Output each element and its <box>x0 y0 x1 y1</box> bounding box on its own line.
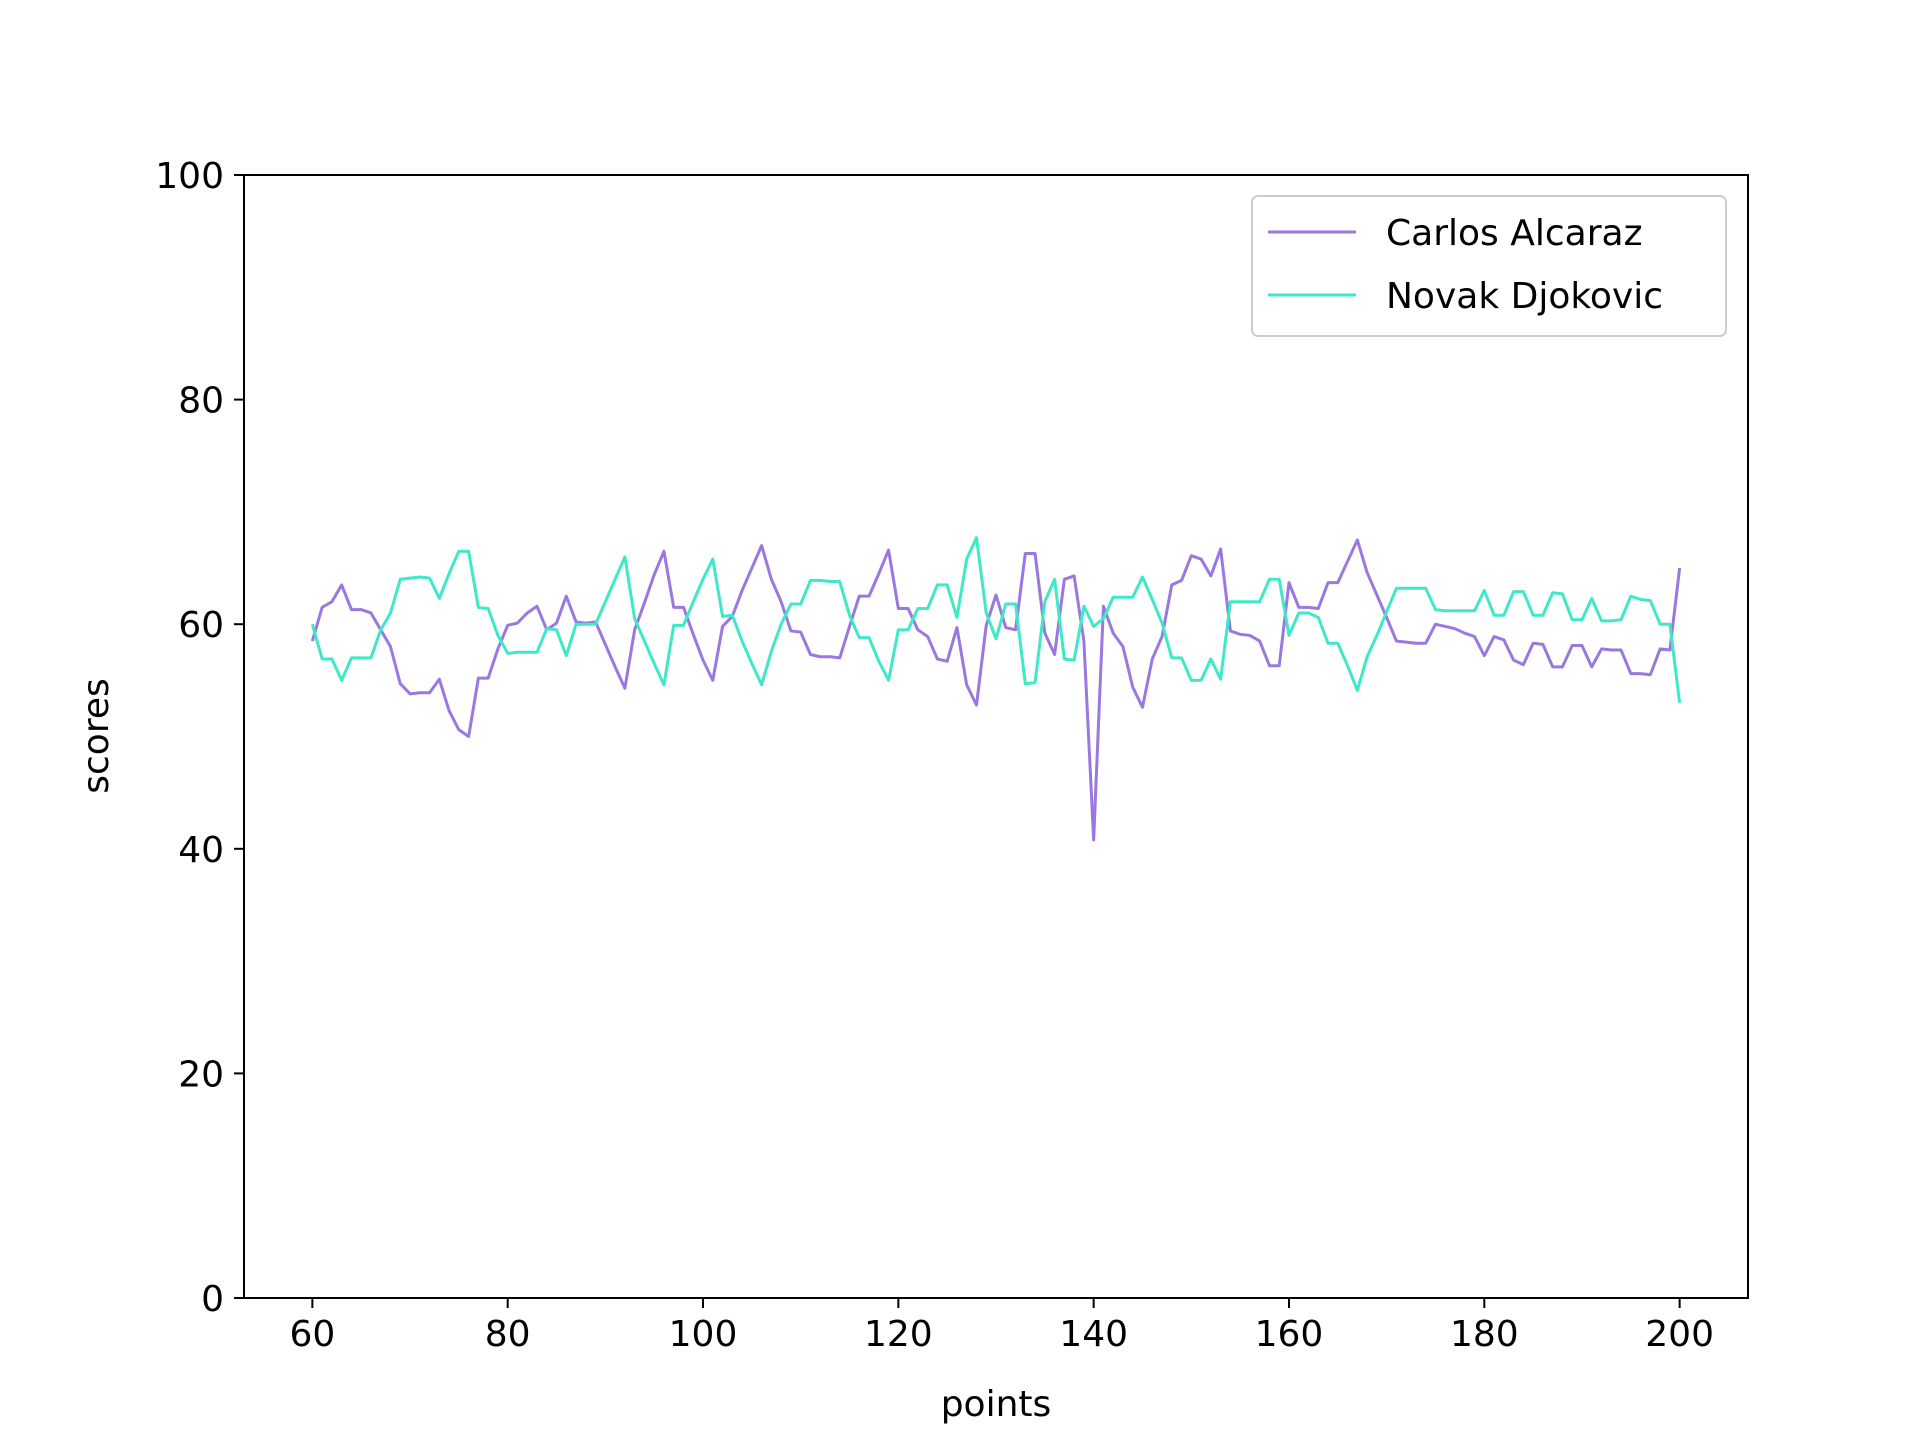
legend: Carlos Alcaraz Novak Djokovic <box>1251 195 1727 337</box>
y-tick-label: 60 <box>178 605 224 646</box>
x-tick-label: 120 <box>864 1314 933 1355</box>
x-tick-label: 180 <box>1450 1314 1519 1355</box>
x-tick-label: 60 <box>289 1314 335 1355</box>
x-tick-label: 160 <box>1255 1314 1324 1355</box>
series-line-carlos-alcaraz <box>310 538 1682 842</box>
y-tick-label: 0 <box>201 1279 224 1320</box>
y-tick-label: 40 <box>178 830 224 871</box>
legend-box <box>1251 195 1727 337</box>
y-axis-label: scores <box>76 678 117 794</box>
series-layer <box>310 536 1682 842</box>
legend-label-novak-djokovic: Novak Djokovic <box>1386 276 1663 317</box>
x-axis-label: points <box>941 1384 1052 1425</box>
y-tick-label: 100 <box>155 156 224 197</box>
x-tick-label: 100 <box>669 1314 738 1355</box>
x-tick-label: 140 <box>1059 1314 1128 1355</box>
y-tick-label: 80 <box>178 381 224 422</box>
x-tick-label: 80 <box>485 1314 531 1355</box>
x-tick-label: 200 <box>1645 1314 1714 1355</box>
series-line-novak-djokovic <box>310 536 1682 703</box>
y-axis-ticks: 0 20 40 60 80 100 <box>155 156 244 1320</box>
plot-frame <box>243 174 1749 1299</box>
y-tick-label: 20 <box>178 1054 224 1095</box>
legend-label-carlos-alcaraz: Carlos Alcaraz <box>1386 213 1642 254</box>
x-axis-ticks: 60 80 100 120 140 160 180 200 <box>289 1298 1714 1355</box>
